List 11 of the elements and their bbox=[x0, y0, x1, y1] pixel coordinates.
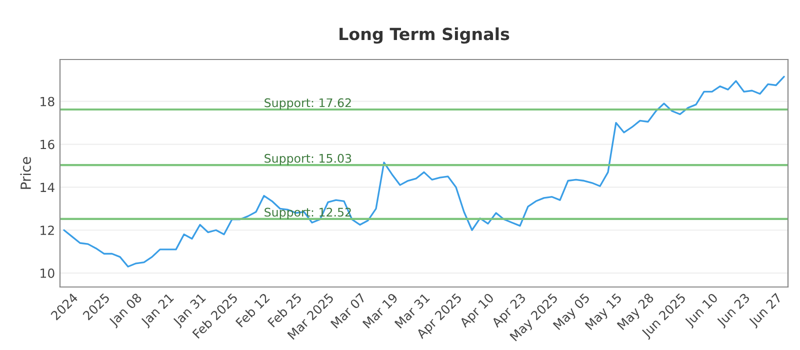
line-series bbox=[63, 76, 785, 268]
chart-title: Long Term Signals bbox=[340, 27, 510, 44]
x-tick-label: Jun 27 bbox=[748, 292, 784, 329]
y-axis-title: Price bbox=[20, 157, 31, 189]
y-tick-label: 14 bbox=[40, 182, 54, 192]
y-tick-label: 18 bbox=[40, 96, 54, 106]
y-tick-label: 16 bbox=[40, 140, 54, 150]
ref-line-label: Support: 17.62 bbox=[264, 98, 351, 110]
y-tick-label: 10 bbox=[40, 268, 54, 278]
y-tick-label: 12 bbox=[40, 226, 54, 235]
ref-line-label: Support: 15.03 bbox=[264, 154, 352, 166]
